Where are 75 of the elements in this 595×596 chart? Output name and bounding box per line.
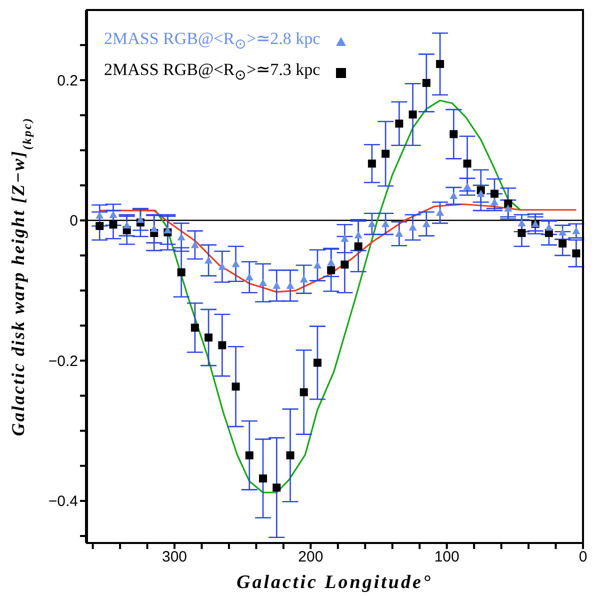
point xyxy=(218,262,226,270)
point xyxy=(476,190,485,197)
point xyxy=(558,228,567,236)
point xyxy=(504,200,512,208)
point xyxy=(300,275,308,283)
point xyxy=(340,234,349,242)
point xyxy=(463,160,472,168)
point xyxy=(232,260,240,268)
point xyxy=(408,110,417,118)
point xyxy=(544,223,553,231)
point xyxy=(436,208,444,216)
point xyxy=(518,219,526,226)
point xyxy=(572,249,580,258)
point xyxy=(313,358,322,367)
point xyxy=(395,120,404,128)
point xyxy=(354,231,362,238)
point xyxy=(572,226,580,234)
point xyxy=(436,60,444,68)
point xyxy=(272,484,281,492)
y-tick-label: 0 xyxy=(70,212,78,230)
point xyxy=(300,388,308,396)
point xyxy=(327,258,336,266)
point xyxy=(490,190,498,198)
point xyxy=(518,229,526,238)
point xyxy=(204,334,213,342)
point xyxy=(450,192,458,200)
legend-label: 2MASS RGB@<R$_{⊙}$>≃7.3 kpc xyxy=(104,59,320,86)
point xyxy=(490,198,498,206)
point xyxy=(286,451,294,460)
point xyxy=(136,216,144,223)
x-tick-label: 100 xyxy=(434,548,460,566)
point xyxy=(382,150,390,158)
y-tick-label: −0.2 xyxy=(48,352,78,370)
point xyxy=(463,182,472,190)
point xyxy=(286,282,294,289)
point xyxy=(395,230,404,237)
point xyxy=(450,130,458,138)
point xyxy=(327,266,336,274)
point xyxy=(558,240,567,248)
point xyxy=(368,160,376,168)
point xyxy=(259,278,268,286)
point xyxy=(354,242,362,250)
point xyxy=(204,256,213,264)
point xyxy=(313,261,322,268)
x-tick-label: 300 xyxy=(162,548,188,566)
y-tick-label: −0.4 xyxy=(48,493,78,510)
point xyxy=(177,268,186,276)
point xyxy=(245,451,254,460)
point xyxy=(340,260,349,269)
point xyxy=(368,220,376,228)
point xyxy=(245,273,254,280)
point xyxy=(272,282,281,289)
point xyxy=(422,78,430,87)
point xyxy=(109,220,118,229)
x-axis-title: Galactic Longitude° xyxy=(236,572,433,593)
point xyxy=(218,341,226,350)
point xyxy=(96,222,104,230)
legend-label: 2MASS RGB@<R$_{⊙}$>≃2.8 kpc xyxy=(104,28,320,54)
x-tick-label: 200 xyxy=(298,548,324,566)
point xyxy=(190,240,199,248)
point xyxy=(259,474,268,482)
point xyxy=(164,226,172,234)
point xyxy=(190,324,199,332)
point xyxy=(232,382,240,391)
point xyxy=(177,233,186,240)
point xyxy=(504,204,512,212)
point xyxy=(96,211,104,219)
point xyxy=(408,223,417,231)
point xyxy=(150,224,158,232)
x-tick-label: 0 xyxy=(578,548,588,566)
point xyxy=(122,221,131,229)
point xyxy=(422,220,430,228)
point xyxy=(382,220,390,228)
y-tick-label: 0.2 xyxy=(57,72,78,90)
point xyxy=(109,210,118,218)
